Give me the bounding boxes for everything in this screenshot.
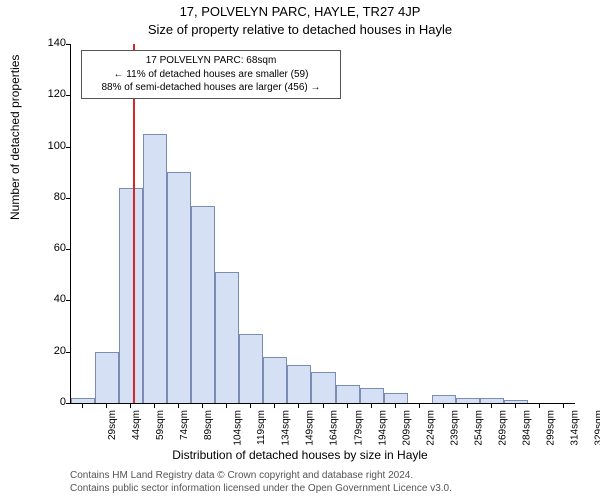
x-tick-mark (298, 404, 299, 408)
histogram-bar (504, 400, 528, 403)
x-tick-label: 119sqm (257, 410, 267, 445)
x-tick-mark (178, 404, 179, 408)
annotation-line: 88% of semi-detached houses are larger (… (88, 81, 334, 95)
x-tick-mark (515, 404, 516, 408)
histogram-bar (311, 372, 335, 403)
x-tick-mark (130, 404, 131, 408)
histogram-bar (143, 134, 167, 403)
x-tick-label: 209sqm (402, 410, 412, 446)
histogram-bar (191, 206, 215, 403)
x-tick-label: 59sqm (156, 410, 166, 440)
main-title: 17, POLVELYN PARC, HAYLE, TR27 4JP (0, 4, 600, 19)
x-tick-mark (323, 404, 324, 408)
histogram-bar (360, 388, 384, 403)
y-tick-label: 100 (40, 141, 66, 152)
histogram-bar (119, 188, 143, 403)
x-tick-label: 89sqm (204, 410, 214, 440)
histogram-bar (432, 395, 456, 403)
annotation-line: ← 11% of detached houses are smaller (59… (88, 68, 334, 82)
x-tick-label: 224sqm (426, 410, 436, 446)
footer-line1: Contains HM Land Registry data © Crown c… (70, 470, 413, 481)
x-tick-mark (563, 404, 564, 408)
y-tick-mark (66, 95, 70, 96)
x-tick-mark (106, 404, 107, 408)
x-tick-mark (82, 404, 83, 408)
histogram-bar (263, 357, 287, 403)
x-tick-label: 149sqm (306, 410, 316, 446)
y-tick-mark (66, 198, 70, 199)
plot-area: 17 POLVELYN PARC: 68sqm← 11% of detached… (70, 44, 575, 404)
x-tick-label: 314sqm (571, 410, 581, 446)
x-tick-label: 179sqm (354, 410, 364, 446)
y-tick-mark (66, 352, 70, 353)
histogram-bar (215, 272, 239, 403)
x-tick-mark (467, 404, 468, 408)
histogram-bar (336, 385, 360, 403)
x-tick-mark (250, 404, 251, 408)
y-tick-label: 140 (40, 38, 66, 49)
x-tick-label: 44sqm (132, 410, 142, 440)
x-axis-label: Distribution of detached houses by size … (0, 448, 600, 462)
y-axis-label: Number of detached properties (8, 55, 22, 220)
sub-title: Size of property relative to detached ho… (0, 22, 600, 37)
annotation-box: 17 POLVELYN PARC: 68sqm← 11% of detached… (81, 50, 341, 99)
x-tick-mark (274, 404, 275, 408)
y-tick-label: 0 (40, 397, 66, 408)
histogram-bar (239, 334, 263, 403)
histogram-bar (167, 172, 191, 403)
y-tick-mark (66, 249, 70, 250)
x-tick-mark (347, 404, 348, 408)
footer-line2: Contains public sector information licen… (70, 483, 452, 494)
histogram-bar (287, 365, 311, 403)
y-tick-mark (66, 147, 70, 148)
x-tick-label: 29sqm (108, 410, 118, 440)
x-tick-mark (539, 404, 540, 408)
x-tick-label: 134sqm (282, 410, 292, 446)
y-tick-label: 40 (40, 294, 66, 305)
y-tick-mark (66, 403, 70, 404)
histogram-bar (456, 398, 480, 403)
histogram-bar (480, 398, 504, 403)
x-tick-label: 104sqm (234, 410, 244, 446)
y-tick-mark (66, 44, 70, 45)
x-tick-mark (419, 404, 420, 408)
x-tick-label: 269sqm (498, 410, 508, 446)
x-tick-mark (371, 404, 372, 408)
x-tick-label: 239sqm (450, 410, 460, 446)
x-tick-label: 74sqm (180, 410, 190, 440)
y-tick-label: 60 (40, 243, 66, 254)
x-tick-label: 329sqm (595, 410, 600, 446)
x-tick-label: 299sqm (546, 410, 556, 446)
histogram-bar (71, 398, 95, 403)
x-tick-label: 254sqm (474, 410, 484, 446)
x-tick-mark (443, 404, 444, 408)
x-tick-label: 284sqm (522, 410, 532, 446)
x-tick-mark (395, 404, 396, 408)
y-tick-mark (66, 300, 70, 301)
x-tick-label: 194sqm (378, 410, 388, 446)
x-tick-mark (226, 404, 227, 408)
annotation-line: 17 POLVELYN PARC: 68sqm (88, 54, 334, 68)
y-tick-label: 20 (40, 346, 66, 357)
x-tick-mark (154, 404, 155, 408)
x-tick-label: 164sqm (330, 410, 340, 446)
y-tick-label: 80 (40, 192, 66, 203)
histogram-bar (384, 393, 408, 403)
histogram-bar (95, 352, 119, 403)
y-tick-label: 120 (40, 89, 66, 100)
chart-container: 17, POLVELYN PARC, HAYLE, TR27 4JP Size … (0, 0, 600, 500)
x-tick-mark (202, 404, 203, 408)
x-tick-mark (491, 404, 492, 408)
